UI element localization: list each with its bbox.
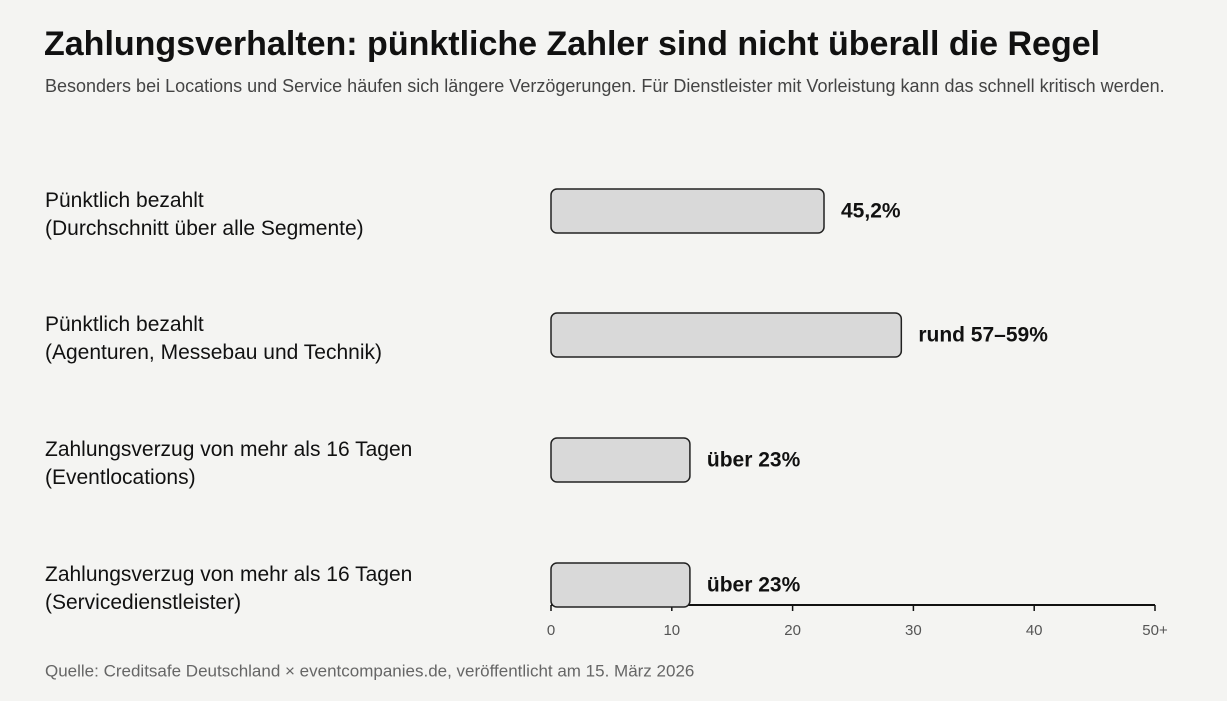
x-tick-label: 30 (905, 622, 922, 639)
x-tick-label: 20 (784, 622, 801, 639)
value-label: rund 57–59% (918, 324, 1048, 347)
bar (550, 312, 903, 358)
bar (550, 188, 825, 234)
bar (550, 437, 691, 483)
value-label: 45,2% (841, 200, 901, 223)
bar (550, 562, 691, 608)
x-tick-label: 0 (547, 622, 555, 639)
category-label: Zahlungsverzug von mehr als 16 Tagen (Se… (45, 563, 413, 614)
x-tick-label: 10 (663, 622, 680, 639)
x-tick-label: 40 (1026, 622, 1043, 639)
chart-subtitle: Besonders bei Locations und Service häuf… (45, 76, 1165, 96)
category-label: Zahlungsverzug von mehr als 16 Tagen (Ev… (45, 438, 413, 489)
source: Quelle: Creditsafe Deutschland × eventco… (45, 661, 694, 680)
category-label: Pünktlich bezahlt (Agenturen, Messebau u… (45, 313, 382, 364)
value-label: über 23% (707, 574, 801, 597)
chart-title: Zahlungsverhalten: pünktliche Zahler sin… (44, 25, 1100, 63)
value-label: über 23% (707, 449, 801, 472)
x-tick-label: 50+ (1142, 622, 1168, 639)
category-label: Pünktlich bezahlt (Durchschnitt über all… (45, 189, 364, 240)
